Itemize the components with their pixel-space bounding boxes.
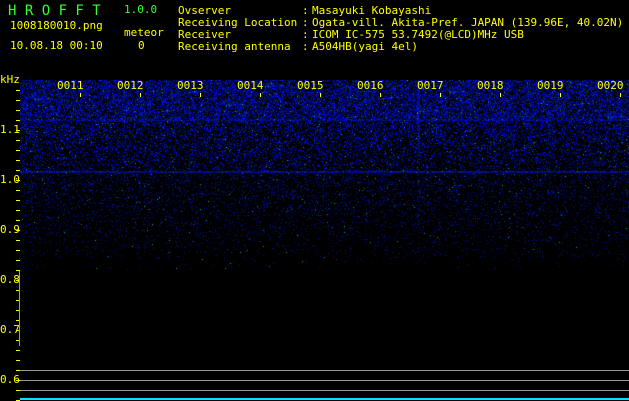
y-tick [16,340,20,341]
x-tick-label: 0019 [537,79,564,92]
y-tick-label: 0.7 [0,323,20,336]
y-tick [16,110,20,111]
file-name: 1008180010.png [10,19,103,32]
x-tick-label: 0012 [117,79,144,92]
meteor-label: meteor [124,26,164,39]
y-tick-label: 1.0 [0,173,20,186]
x-tick-label: 0013 [177,79,204,92]
y-tick [16,360,20,361]
y-tick [16,370,20,371]
y-tick [16,250,20,251]
grid-line [20,390,629,391]
y-tick [16,120,20,121]
y-tick [16,140,20,141]
info-value: ICOM IC-575 53.7492(@LCD)MHz USB [312,28,524,41]
x-tick-label: 0018 [477,79,504,92]
info-sep: : [302,28,309,41]
left-marker-line [19,271,20,346]
info-label: Receiving antenna [178,40,291,53]
y-tick [16,380,20,381]
x-tick [260,93,261,97]
y-tick-label: 0.9 [0,223,20,236]
y-tick [16,170,20,171]
x-tick-label: 0011 [57,79,84,92]
spectrogram [20,80,629,400]
info-value: A504HB(yagi 4el) [312,40,418,53]
x-tick-label: 0016 [357,79,384,92]
y-tick [16,90,20,91]
x-tick [560,93,561,97]
y-tick [16,390,20,391]
info-label: Receiver [178,28,231,41]
y-tick [16,300,20,301]
info-value: Ogata-vill. Akita-Pref. JAPAN (139.96E, … [312,16,624,29]
x-tick [140,93,141,97]
y-tick [16,260,20,261]
x-tick-label: 0020 [597,79,624,92]
x-tick [200,93,201,97]
file-datetime: 10.08.18 00:10 [10,39,103,52]
x-tick-label: 0015 [297,79,324,92]
meteor-count: 0 [138,39,145,52]
y-tick [16,200,20,201]
x-tick [380,93,381,97]
y-tick [16,290,20,291]
y-tick [16,210,20,211]
x-tick [80,93,81,97]
info-sep: : [302,40,309,53]
y-tick [16,190,20,191]
y-tick [16,350,20,351]
y-unit: kHz [0,73,20,86]
app-version: 1.0.0 [124,3,158,16]
y-tick [16,280,20,281]
y-tick [16,330,20,331]
x-tick [500,93,501,97]
x-tick-label: 0017 [417,79,444,92]
x-tick [620,93,621,97]
y-tick [16,130,20,131]
grid-line [20,370,629,371]
y-tick [16,240,20,241]
info-value: Masayuki Kobayashi [312,4,432,17]
y-tick [16,150,20,151]
grid-line [20,380,629,381]
info-sep: : [302,16,309,29]
y-tick [16,160,20,161]
y-tick [16,180,20,181]
info-label: Receiving Location [178,16,298,29]
y-tick-label: 0.8 [0,273,20,286]
baseline [20,398,629,400]
y-tick [16,270,20,271]
y-tick [16,220,20,221]
y-tick [16,100,20,101]
y-tick [16,320,20,321]
y-tick-label: 0.6 [0,373,20,386]
x-tick-label: 0014 [237,79,264,92]
y-tick-label: 1.1 [0,123,20,136]
y-tick [16,230,20,231]
x-tick [440,93,441,97]
info-label: Ovserver [178,4,231,17]
app-title: H R O F F T [8,3,101,19]
y-tick [16,310,20,311]
x-tick [320,93,321,97]
info-sep: : [302,4,309,17]
